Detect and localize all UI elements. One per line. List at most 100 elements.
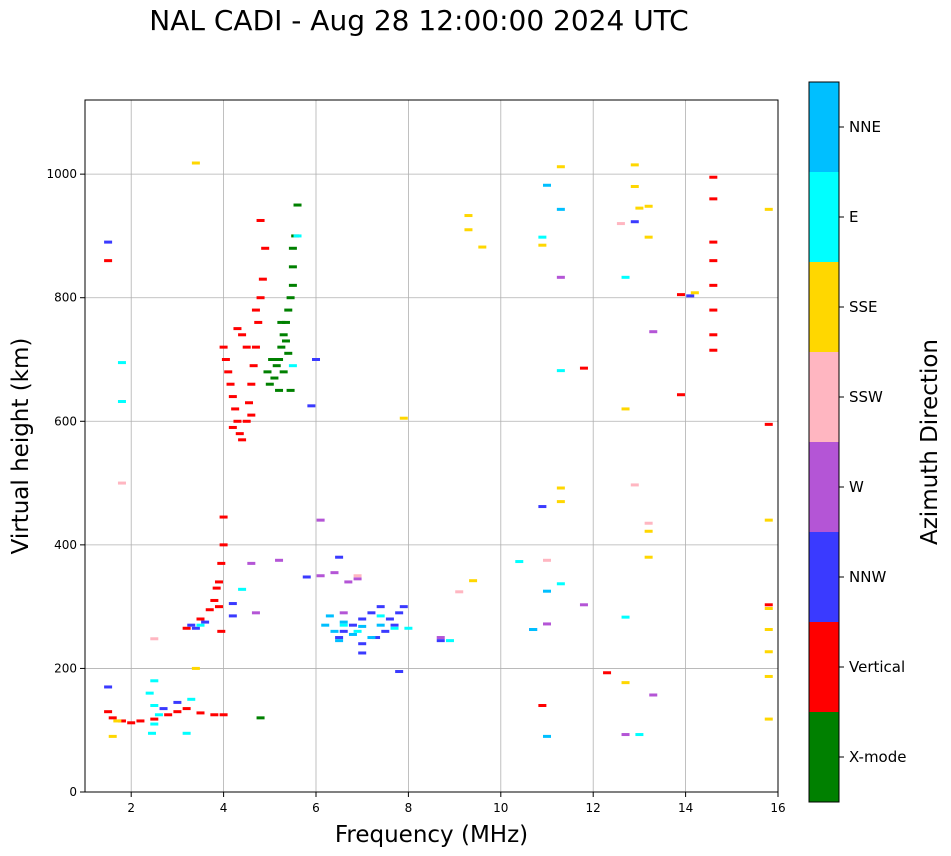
point-e (556, 582, 565, 586)
point-e (404, 626, 413, 630)
point-sse (764, 674, 773, 678)
point-w (649, 693, 658, 697)
point-x-mode (279, 370, 288, 374)
x-tick-label: 2 (127, 801, 135, 815)
point-sse (630, 185, 639, 188)
point-nne (376, 623, 385, 627)
point-w (436, 636, 445, 640)
point-ssw (455, 590, 464, 594)
point-w (316, 574, 325, 578)
point-vertical (210, 598, 219, 602)
point-nnw (372, 636, 381, 640)
point-vertical (164, 713, 173, 717)
point-vertical (258, 277, 267, 281)
point-nne (325, 614, 334, 618)
point-nnw (399, 605, 408, 609)
point-e (117, 400, 126, 404)
x-tick-label: 14 (678, 801, 693, 815)
point-e (293, 234, 302, 238)
colorbar-tick-label: W (849, 478, 864, 496)
point-vertical (104, 710, 113, 714)
x-tick-label: 16 (770, 801, 785, 815)
point-sse (764, 650, 773, 654)
point-w (339, 611, 348, 615)
grid-lines (85, 100, 779, 793)
point-nnw (381, 629, 390, 633)
colorbar-segment (809, 712, 839, 802)
point-nne (321, 623, 330, 627)
point-vertical (217, 561, 226, 565)
point-vertical (238, 333, 247, 337)
point-sse (538, 243, 547, 247)
point-sse (621, 681, 630, 685)
point-vertical (709, 175, 718, 179)
point-e (538, 235, 547, 239)
point-sse (621, 407, 630, 411)
point-sse (556, 165, 565, 169)
point-nnw (228, 602, 237, 606)
point-vertical (238, 438, 247, 442)
point-vertical (579, 366, 588, 370)
point-vertical (182, 707, 191, 711)
point-nne (529, 628, 538, 632)
point-e (376, 614, 385, 618)
point-ssw (644, 521, 653, 525)
y-tick-label: 600 (54, 414, 77, 428)
point-e (147, 731, 156, 735)
point-sse (644, 235, 653, 239)
point-nnw (538, 505, 547, 509)
colorbar-segment (809, 532, 839, 622)
point-sse (644, 529, 653, 533)
point-e (145, 691, 154, 695)
point-vertical (108, 716, 117, 720)
point-vertical (219, 515, 228, 519)
point-vertical (251, 345, 260, 349)
point-vertical (205, 608, 214, 612)
chart-title: NAL CADI - Aug 28 12:00:00 2024 UTC (149, 4, 689, 37)
point-sse (108, 734, 117, 738)
point-nne (543, 589, 551, 593)
point-e (515, 560, 524, 564)
point-nnw (307, 404, 316, 408)
colorbar-segment (809, 442, 839, 532)
point-e (339, 623, 348, 627)
point-vertical (210, 713, 219, 717)
point-sse (469, 579, 478, 583)
point-vertical (196, 711, 205, 715)
point-nnw (191, 626, 200, 630)
point-x-mode (284, 351, 293, 355)
point-w (621, 733, 630, 737)
point-nnw (104, 685, 113, 689)
point-vertical (709, 283, 718, 287)
point-sse (635, 206, 644, 210)
point-e (182, 731, 191, 735)
point-vertical (150, 717, 159, 721)
point-e (621, 275, 630, 279)
y-tick-label: 1000 (46, 167, 77, 181)
point-nnw (312, 358, 320, 361)
colorbar-tick-label: SSE (849, 298, 878, 316)
point-vertical (228, 395, 237, 399)
point-e (187, 697, 196, 701)
point-nnw (395, 670, 404, 674)
point-vertical (676, 293, 685, 297)
point-x-mode (268, 358, 277, 361)
colorbar-segment (809, 82, 839, 172)
point-nne (358, 624, 367, 628)
point-x-mode (281, 320, 290, 324)
point-vertical (136, 719, 145, 723)
point-nne (543, 183, 551, 187)
y-axis-ticks: 0 200 400 600 800 1000 (46, 167, 85, 799)
point-vertical (224, 370, 233, 374)
point-vertical (221, 358, 230, 361)
point-sse (764, 717, 773, 721)
point-vertical (256, 218, 265, 222)
point-e (150, 722, 159, 726)
plot-frame (84, 99, 779, 793)
point-sse (556, 500, 565, 504)
point-w (251, 611, 260, 615)
point-vertical (219, 345, 228, 349)
point-vertical (217, 629, 226, 633)
point-vertical (709, 308, 718, 312)
colorbar-segment (809, 622, 839, 712)
